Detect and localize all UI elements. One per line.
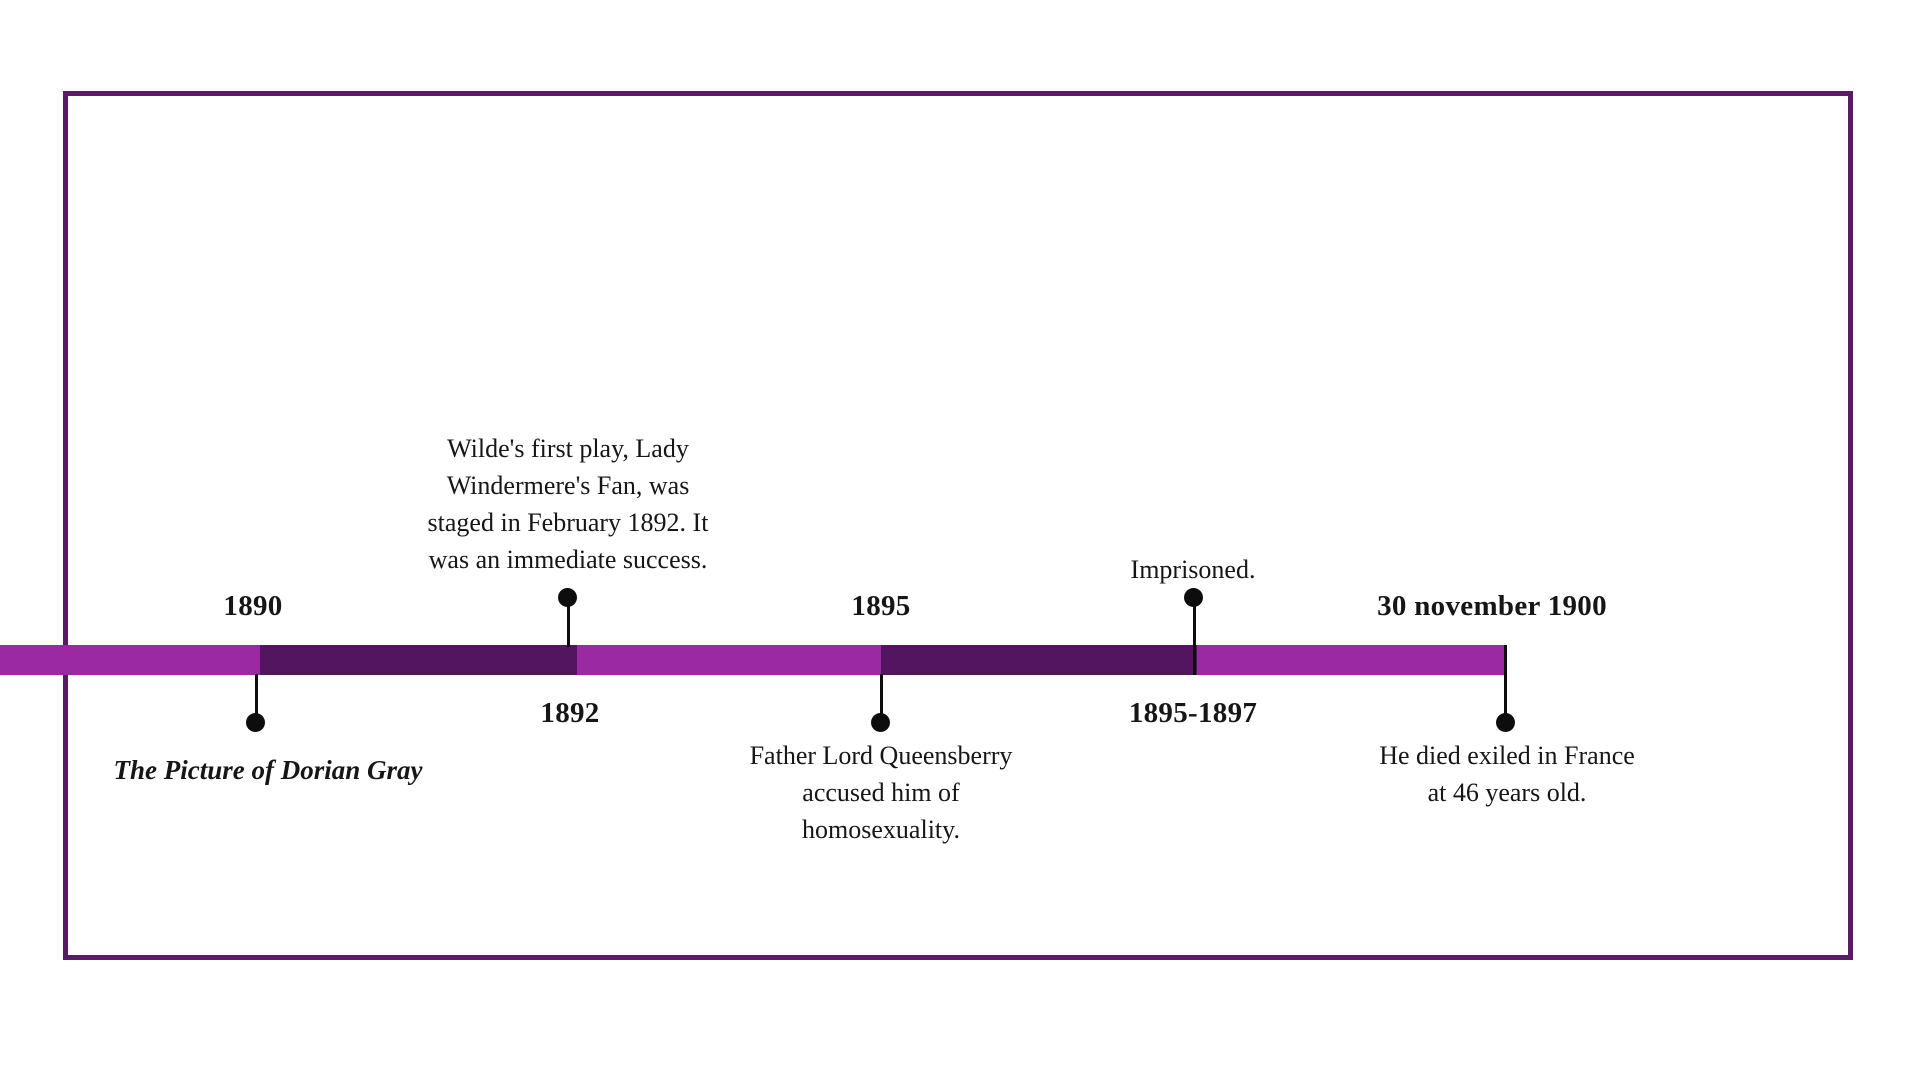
event-dot [1184, 588, 1203, 607]
event-dot [871, 713, 890, 732]
timeline-segment-1890-1892 [260, 645, 577, 675]
event-description: Imprisoned. [1130, 555, 1256, 584]
event-dot [558, 588, 577, 607]
event-stem [255, 674, 258, 715]
event-year-label: 1895 [851, 590, 911, 622]
event-year-label: 1892 [540, 697, 600, 729]
event-stem [1504, 645, 1507, 715]
timeline-bar [0, 645, 1507, 675]
event-description: Wilde's first play, Lady Windermere's Fa… [427, 434, 709, 574]
event-description: He died exiled in France at 46 years old… [1379, 741, 1635, 807]
event-dot [246, 713, 265, 732]
event-stem [567, 606, 570, 647]
event-dot [1496, 713, 1515, 732]
event-description: Father Lord Queensberry accused him of h… [749, 741, 1013, 844]
event-description: The Picture of Dorian Gray [113, 755, 423, 785]
timeline-segment-1897-1900 [1197, 645, 1507, 675]
timeline-segment-1892-1895 [577, 645, 881, 675]
event-year-label: 1895-1897 [1128, 697, 1258, 729]
event-year-label: 1890 [223, 590, 283, 622]
event-stem [880, 674, 883, 715]
page-border-frame [63, 91, 1853, 960]
event-year-label: 30 november 1900 [1377, 590, 1607, 622]
timeline-segment-1895-1897 [881, 645, 1197, 675]
timeline-segment-pre-1890 [0, 645, 260, 675]
event-stem [1193, 606, 1196, 675]
